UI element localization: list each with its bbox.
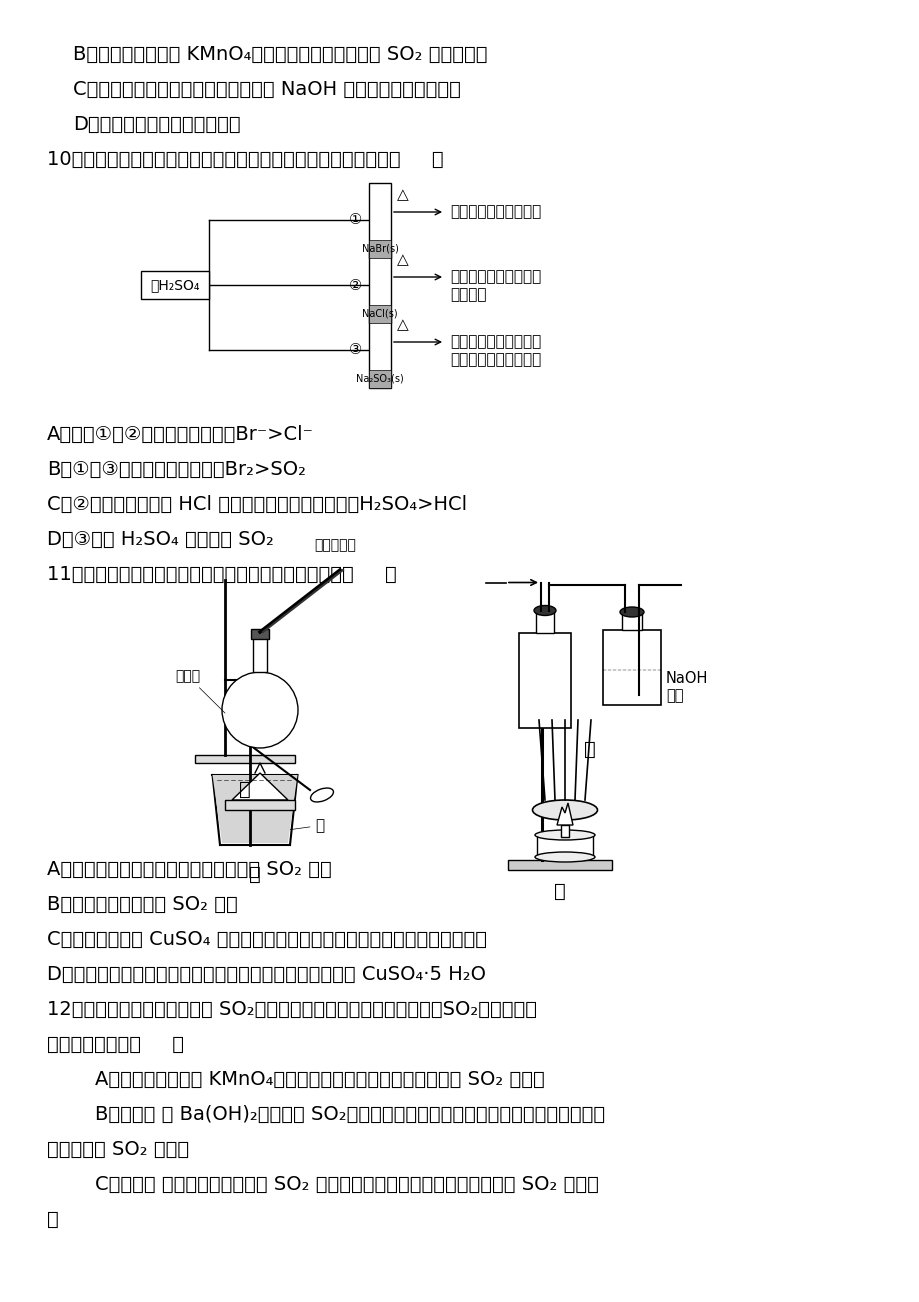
Bar <box>225 799 295 810</box>
Ellipse shape <box>535 829 595 840</box>
Ellipse shape <box>535 852 595 862</box>
Text: ①: ① <box>348 212 361 228</box>
Text: A．滴定法：用酸性 KMnO₄溶液滴定葡萄酒试样以测定葡萄酒中 SO₂ 的浓度: A．滴定法：用酸性 KMnO₄溶液滴定葡萄酒试样以测定葡萄酒中 SO₂ 的浓度 <box>95 1070 544 1088</box>
Bar <box>536 611 553 633</box>
Bar <box>251 629 268 639</box>
Bar <box>602 671 660 704</box>
Text: B．装置乙可用于收集 SO₂ 气体: B．装置乙可用于收集 SO₂ 气体 <box>47 894 237 914</box>
Text: 出现白雾: 出现白雾 <box>449 288 486 302</box>
Text: 丁: 丁 <box>553 881 565 901</box>
Bar <box>369 370 391 388</box>
Bar <box>602 630 660 704</box>
Text: A．对比①和②可以说明还原性：Br⁻>Cl⁻: A．对比①和②可以说明还原性：Br⁻>Cl⁻ <box>47 424 313 444</box>
Text: △: △ <box>397 253 408 267</box>
Bar <box>518 633 571 728</box>
Text: 收方法正确的是（     ）: 收方法正确的是（ ） <box>47 1035 184 1055</box>
Bar <box>621 612 641 630</box>
Bar <box>195 755 295 763</box>
Text: D．蓝色石蕊试纸先变红后褪色: D．蓝色石蕊试纸先变红后褪色 <box>73 115 241 134</box>
Bar <box>507 861 611 870</box>
Text: 10．浓硫酸分别与三种钠盐反应，现象如图。下列分析正确的是（     ）: 10．浓硫酸分别与三种钠盐反应，现象如图。下列分析正确的是（ ） <box>47 150 443 169</box>
Text: △: △ <box>397 187 408 202</box>
Text: 水: 水 <box>289 818 324 833</box>
Text: C．为确认甲中有 CuSO₄ 生成，将试管中的液体倒入装置丙中稀释，观察颜色: C．为确认甲中有 CuSO₄ 生成，将试管中的液体倒入装置丙中稀释，观察颜色 <box>47 930 486 949</box>
Text: B．品红试纸、沾有 KMnO₄溶液的滤纸均褪色证明了 SO₂ 具有漂白性: B．品红试纸、沾有 KMnO₄溶液的滤纸均褪色证明了 SO₂ 具有漂白性 <box>73 46 487 64</box>
Text: NaCl(s): NaCl(s) <box>362 309 397 319</box>
Text: 试管上部无现象，管口: 试管上部无现象，管口 <box>449 270 540 285</box>
Polygon shape <box>556 803 573 825</box>
Text: NaOH
溶液: NaOH 溶液 <box>665 671 708 703</box>
Text: 浓硫酸: 浓硫酸 <box>175 669 225 713</box>
Text: 11．探究铜和浓硫酸的反应，下列装置或操作错误的是（     ）: 11．探究铜和浓硫酸的反应，下列装置或操作错误的是（ ） <box>47 565 396 585</box>
Text: Na₂SO₃(s): Na₂SO₃(s) <box>356 374 403 384</box>
Bar <box>369 182 391 258</box>
Text: C．氨酸法 用氨水吸收尾气中的 SO₂ 后再将吸收液与硫酸反应，将富集后的 SO₂ 循环使: C．氨酸法 用氨水吸收尾气中的 SO₂ 后再将吸收液与硫酸反应，将富集后的 SO… <box>95 1174 598 1194</box>
Text: B．①和③相比可说明氧化性：Br₂>SO₂: B．①和③相比可说明氧化性：Br₂>SO₂ <box>47 460 306 479</box>
Ellipse shape <box>535 803 594 816</box>
Text: 甲: 甲 <box>239 780 251 799</box>
Text: 用: 用 <box>47 1210 59 1229</box>
Text: 试管上部有红棕色气体: 试管上部有红棕色气体 <box>449 204 540 220</box>
Text: △: △ <box>397 316 408 332</box>
Text: 浓H₂SO₄: 浓H₂SO₄ <box>150 279 199 292</box>
Text: 体，能使品红溶液褪色: 体，能使品红溶液褪色 <box>449 353 540 367</box>
Ellipse shape <box>619 607 643 617</box>
Bar <box>561 825 568 837</box>
Text: D．利用装置丁将硫酸铜溶液加热浓缩、冷却结晶，可析出 CuSO₄·5 H₂O: D．利用装置丁将硫酸铜溶液加热浓缩、冷却结晶，可析出 CuSO₄·5 H₂O <box>47 965 485 984</box>
Bar <box>369 312 391 388</box>
Text: ③: ③ <box>348 342 361 358</box>
Wedge shape <box>223 674 296 710</box>
Ellipse shape <box>532 805 596 815</box>
Bar <box>369 240 391 258</box>
Bar <box>537 835 593 857</box>
Bar <box>369 305 391 323</box>
Ellipse shape <box>311 788 333 802</box>
Text: 丙: 丙 <box>249 865 261 884</box>
Text: B．沉淀法 用 Ba(OH)₂溶液沉淀 SO₂，然后将沉淀在空气中洗涤、过滤、干燥、称重以: B．沉淀法 用 Ba(OH)₂溶液沉淀 SO₂，然后将沉淀在空气中洗涤、过滤、干… <box>95 1105 605 1124</box>
Text: NaBr(s): NaBr(s) <box>361 243 398 254</box>
Text: 产生有刺激性气味的气: 产生有刺激性气味的气 <box>449 335 540 349</box>
Bar <box>141 271 209 299</box>
Polygon shape <box>212 775 297 842</box>
Polygon shape <box>232 773 288 799</box>
Bar <box>369 247 391 323</box>
Bar <box>242 710 257 717</box>
Text: A．上下移动装置甲中的铜丝可控制生成 SO₂ 的量: A．上下移动装置甲中的铜丝可控制生成 SO₂ 的量 <box>47 861 332 879</box>
Circle shape <box>221 672 298 749</box>
Text: 乙: 乙 <box>584 740 596 759</box>
Text: 测定大气中 SO₂ 的浓度: 测定大气中 SO₂ 的浓度 <box>47 1141 189 1159</box>
Ellipse shape <box>532 799 596 820</box>
Text: C．②中试管口白雾是 HCl 遇水蒸气所致，说明酸性：H₂SO₄>HCl: C．②中试管口白雾是 HCl 遇水蒸气所致，说明酸性：H₂SO₄>HCl <box>47 495 467 514</box>
Text: 可抽动铜丝: 可抽动铜丝 <box>313 538 356 552</box>
Text: ②: ② <box>348 277 361 293</box>
Bar <box>253 637 267 672</box>
Text: 12．食品、大气、工业尾气中 SO₂均需严格检测或转化吸收，下列有关SO₂的检测或吸: 12．食品、大气、工业尾气中 SO₂均需严格检测或转化吸收，下列有关SO₂的检测… <box>47 1000 537 1019</box>
Text: D．③中浓 H₂SO₄ 被还原成 SO₂: D．③中浓 H₂SO₄ 被还原成 SO₂ <box>47 530 274 549</box>
Text: C．实验后，可把注射器中的物质推入 NaOH 溶液，以减少环境污染: C．实验后，可把注射器中的物质推入 NaOH 溶液，以减少环境污染 <box>73 79 460 99</box>
Ellipse shape <box>533 605 555 616</box>
